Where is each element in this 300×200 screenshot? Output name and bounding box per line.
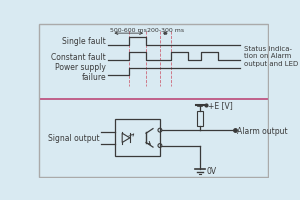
Bar: [197, 111, 203, 126]
Text: Status indica-
tion on Alarm
output and LED: Status indica- tion on Alarm output and …: [244, 46, 298, 67]
Polygon shape: [122, 134, 130, 143]
Text: 500-600 ms: 500-600 ms: [110, 27, 147, 32]
Text: Signal output: Signal output: [48, 134, 100, 143]
Text: +E [V]: +E [V]: [208, 101, 233, 110]
Text: Alarm output: Alarm output: [237, 126, 287, 135]
Text: Single fault: Single fault: [62, 37, 106, 46]
Text: 0V: 0V: [207, 167, 217, 176]
Text: Constant fault: Constant fault: [51, 52, 106, 61]
Bar: [115, 120, 160, 157]
Text: 200-300 ms: 200-300 ms: [147, 27, 184, 32]
Text: Power supply
failure: Power supply failure: [55, 63, 106, 82]
